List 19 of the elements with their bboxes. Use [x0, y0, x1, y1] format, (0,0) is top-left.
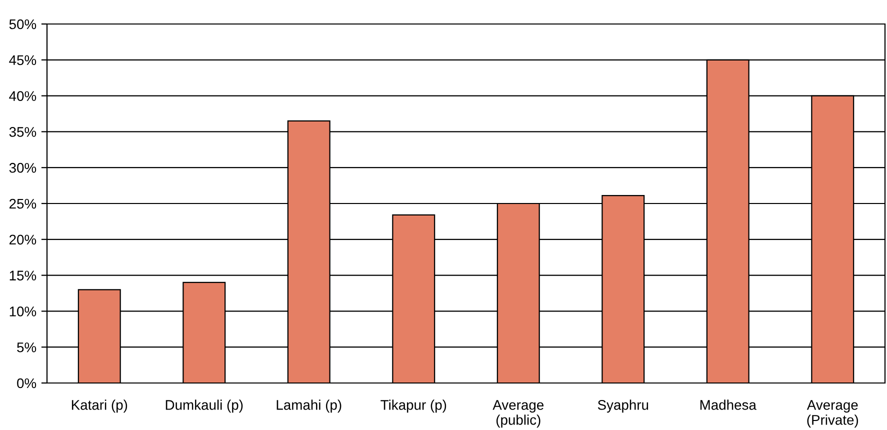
x-tick-label: Katari (p) — [72, 400, 128, 413]
x-tick-label: Madhesa — [700, 400, 756, 410]
y-tick-label: 15% — [10, 270, 36, 280]
y-tick-label: 5% — [17, 342, 36, 352]
y-tick-label: 0% — [17, 378, 36, 388]
x-tick-label: Average (Private) — [806, 400, 858, 428]
y-tick-label: 10% — [10, 306, 36, 316]
y-tick-label: 40% — [9, 91, 36, 101]
y-tick-label: 45% — [9, 55, 36, 66]
y-tick-label: 25% — [9, 198, 36, 209]
x-tick-label: Average (public) — [492, 400, 544, 428]
y-tick-label: 20% — [9, 234, 36, 245]
y-tick-label: 30% — [9, 162, 36, 173]
x-tick-label: Tikapur (p) — [380, 400, 446, 413]
y-tick-label: 35% — [9, 127, 36, 137]
x-tick-label: Dumkauli (p) — [166, 400, 243, 413]
y-tick-label: 50% — [9, 19, 36, 30]
x-tick-label: Syaphru — [598, 400, 648, 413]
x-tick-label: Lamahi (p) — [276, 400, 342, 413]
